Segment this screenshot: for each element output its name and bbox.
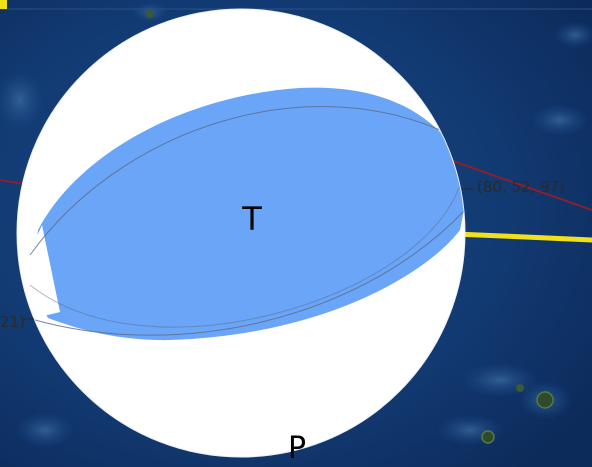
t-axis-label: T xyxy=(241,200,262,238)
beachball-rim xyxy=(16,8,466,458)
p-axis-label: P xyxy=(288,431,306,466)
nodal-plane-3 xyxy=(29,184,461,328)
plane-label-right: (80, 52, 97) xyxy=(477,178,565,196)
white-notch-left xyxy=(17,225,60,320)
track-line xyxy=(452,231,592,243)
plane-label-left: 21) xyxy=(0,313,25,331)
compressional-quadrant xyxy=(35,87,464,341)
nodal-plane-2 xyxy=(34,209,465,336)
focal-mechanism-beachball[interactable]: T P xyxy=(16,8,467,466)
nodal-plane-1 xyxy=(29,106,441,256)
island-markers xyxy=(146,10,554,444)
corner-marker xyxy=(0,0,7,9)
